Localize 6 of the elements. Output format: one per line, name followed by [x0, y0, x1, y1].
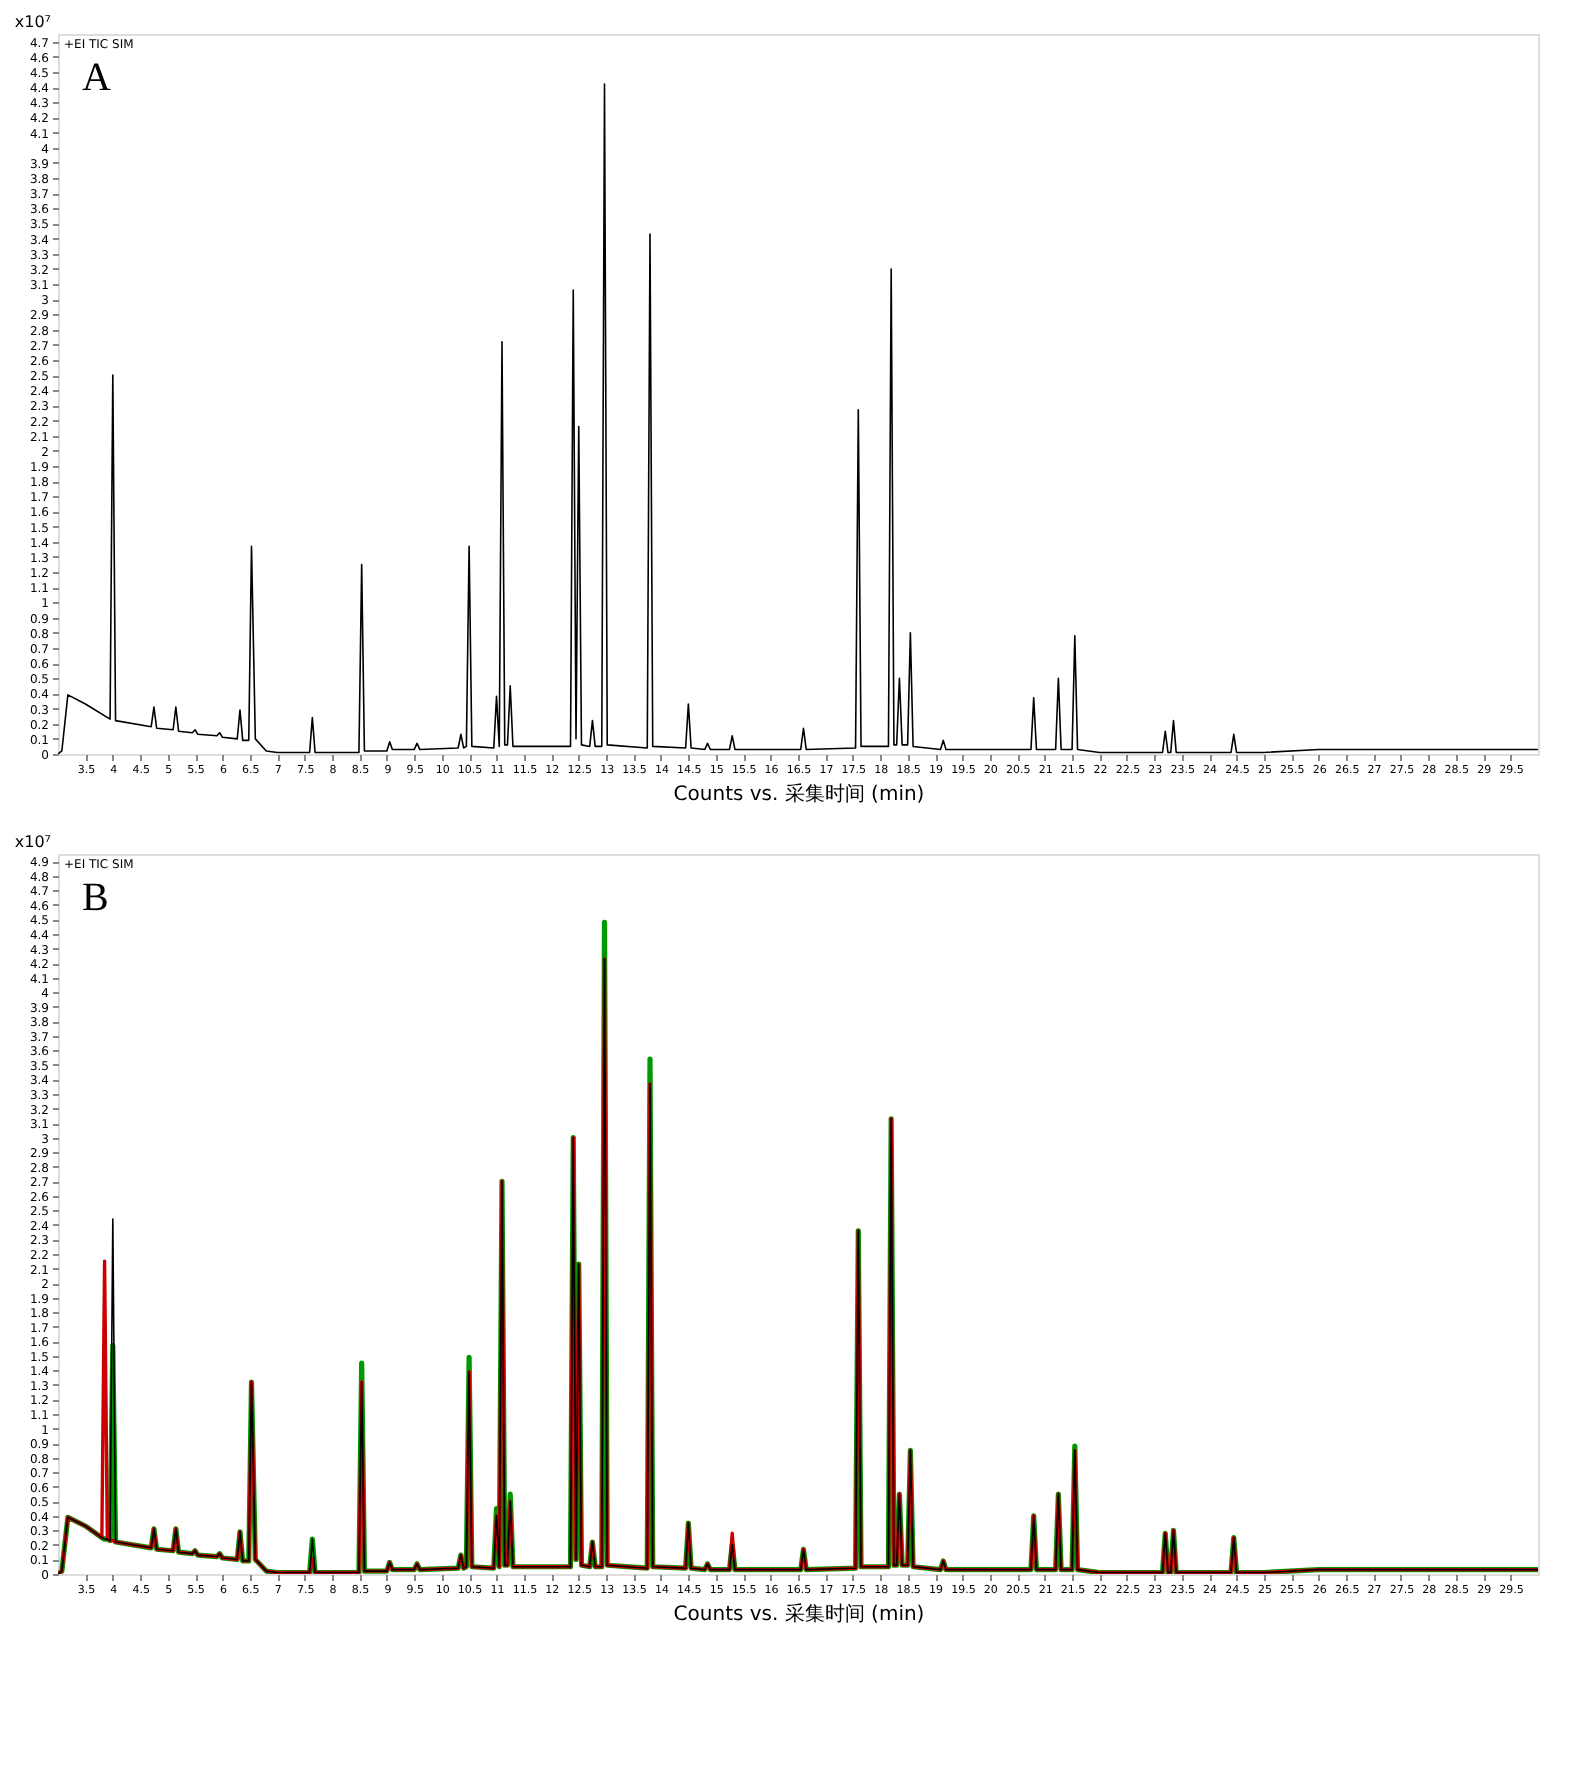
x-axis-title: Counts vs. 采集时间 (min) — [673, 782, 925, 806]
x-axis-title: Counts vs. 采集时间 (min) — [673, 1602, 925, 1626]
annotation: B — [82, 876, 109, 920]
y-axis-title: x10⁷ — [14, 13, 51, 31]
y-axis-title: x10⁷ — [14, 833, 51, 851]
annotation: A — [82, 56, 112, 100]
